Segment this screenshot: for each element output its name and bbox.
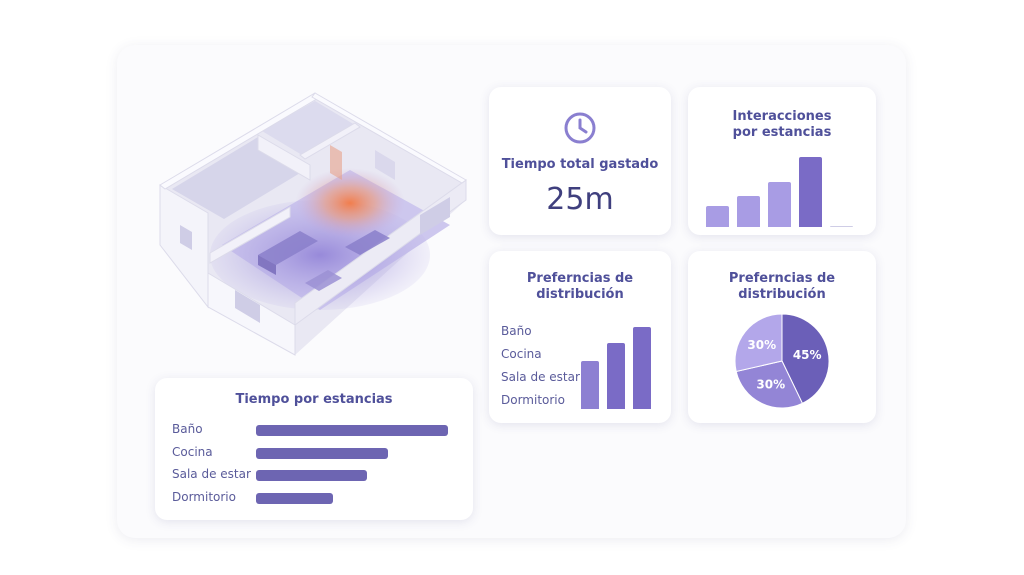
chart-bar xyxy=(737,195,760,227)
pie-slice xyxy=(781,313,830,405)
dist-label-bano: Baño xyxy=(501,324,532,338)
wall-interior-2 xyxy=(299,122,361,160)
pie-slice-label: 30% xyxy=(747,338,776,352)
wall-back-right xyxy=(311,92,467,184)
total-time-title: Tiempo total gastado xyxy=(501,157,659,172)
pie-slice xyxy=(735,360,804,409)
orange-heat-zone xyxy=(295,168,405,238)
pie-slice xyxy=(734,313,783,373)
wall-interior-1 xyxy=(257,134,311,181)
pie-slice-label: 30% xyxy=(756,377,785,391)
window-left xyxy=(180,225,192,250)
chart-bar xyxy=(830,226,853,227)
chart-bar xyxy=(706,206,729,227)
interactions-card: Interacciones por estancias xyxy=(688,87,876,235)
time-row-label: Cocina xyxy=(172,444,213,459)
distribution-pie-chart: 45% 30% 30% xyxy=(734,313,830,409)
time-per-room-chart: Baño Cocina Sala de estar Dormitorio xyxy=(155,378,473,520)
chart-bar xyxy=(768,181,791,227)
chart-bar xyxy=(581,361,599,409)
armchair xyxy=(345,230,390,255)
dist-label-dormitorio: Dormitorio xyxy=(501,393,565,407)
sofa xyxy=(258,231,318,265)
distribution-bar-card: Preferncias de distribución Baño Cocina … xyxy=(489,251,671,423)
time-row-label: Baño xyxy=(172,422,203,436)
pie-slice-label: 45% xyxy=(793,348,822,362)
total-time-card: Tiempo total gastado 25m xyxy=(489,87,671,235)
time-row-bar xyxy=(256,425,448,436)
time-row-label: Dormitorio xyxy=(172,489,236,504)
chart-bar xyxy=(607,343,625,409)
window-front xyxy=(235,290,260,323)
clock-icon xyxy=(564,112,596,144)
distribution-pie-card: Preferncias de distribución 45% 30% 30% xyxy=(688,251,876,423)
sofa-back xyxy=(258,255,276,275)
time-row-label: Sala de estar xyxy=(172,467,251,481)
time-row-bar xyxy=(256,447,389,459)
dist-label-cocina: Cocina xyxy=(501,347,542,361)
time-row-bar xyxy=(256,470,368,481)
interactions-chart xyxy=(706,155,862,227)
chart-bar xyxy=(633,327,651,409)
dist-label-sala: Sala de estar xyxy=(501,370,580,384)
interactions-title: Interacciones por estancias xyxy=(732,109,832,140)
distribution-bar-title: Preferncias de distribución xyxy=(526,271,634,302)
door xyxy=(330,145,342,180)
time-per-room-title: Tiempo por estancias xyxy=(235,392,393,407)
floorplan-illustration xyxy=(159,92,467,356)
wall-interior-3 xyxy=(209,206,291,264)
distribution-bar-chart xyxy=(581,325,661,409)
chart-bar xyxy=(799,157,822,227)
time-row-bar xyxy=(256,492,333,504)
top-room-floor xyxy=(262,101,355,155)
time-per-room-card: Tiempo por estancias Baño Cocina Sala de e… xyxy=(155,378,473,520)
table xyxy=(305,270,342,291)
total-time-value: 25m xyxy=(546,182,614,217)
distribution-pie-title: Preferncias de distribución xyxy=(728,271,836,302)
window-right xyxy=(420,197,450,235)
window-back xyxy=(375,150,395,180)
